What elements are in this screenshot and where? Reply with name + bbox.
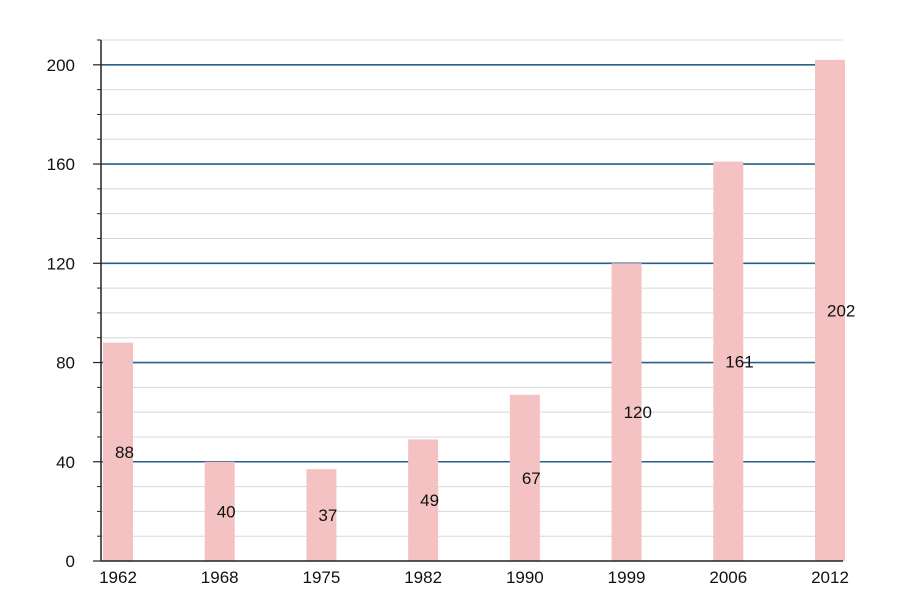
x-tick-label: 1975: [303, 568, 341, 587]
x-tick-label: 1982: [404, 568, 442, 587]
bar: [204, 461, 235, 561]
data-label: 37: [318, 506, 337, 525]
bars: [103, 59, 845, 562]
bar: [306, 469, 337, 561]
x-tick-label: 1968: [201, 568, 239, 587]
data-label: 120: [624, 403, 652, 422]
x-tick-label: 1999: [608, 568, 646, 587]
y-tick-label: 40: [56, 453, 75, 472]
data-labels: 88 40 37 49 67 120 161 202: [115, 301, 855, 525]
bar: [713, 161, 744, 562]
data-label: 161: [725, 352, 753, 371]
y-tick-label: 160: [47, 155, 75, 174]
data-label: 49: [420, 491, 439, 510]
data-label: 40: [217, 502, 236, 521]
y-tick-label: 200: [47, 56, 75, 75]
bar: [408, 439, 439, 561]
y-tick-label: 120: [47, 254, 75, 273]
x-ticks: 1962 1968 1975 1982 1990 1999 2006 2012: [99, 568, 849, 587]
data-label: 88: [115, 443, 134, 462]
x-tick-label: 2012: [811, 568, 849, 587]
bar: [611, 263, 642, 561]
bar: [103, 342, 133, 561]
axes: [100, 40, 843, 562]
grid: [101, 39, 843, 537]
bar: [509, 394, 540, 561]
x-tick-label: 1962: [99, 568, 137, 587]
x-tick-label: 1990: [506, 568, 544, 587]
y-ticks: 0 40 80 120 160 200: [47, 39, 101, 571]
data-label: 202: [827, 301, 855, 320]
x-tick-label: 2006: [709, 568, 747, 587]
y-tick-label: 0: [66, 552, 75, 571]
y-tick-label: 80: [56, 354, 75, 373]
bar: [815, 59, 845, 561]
data-label: 67: [522, 469, 541, 488]
